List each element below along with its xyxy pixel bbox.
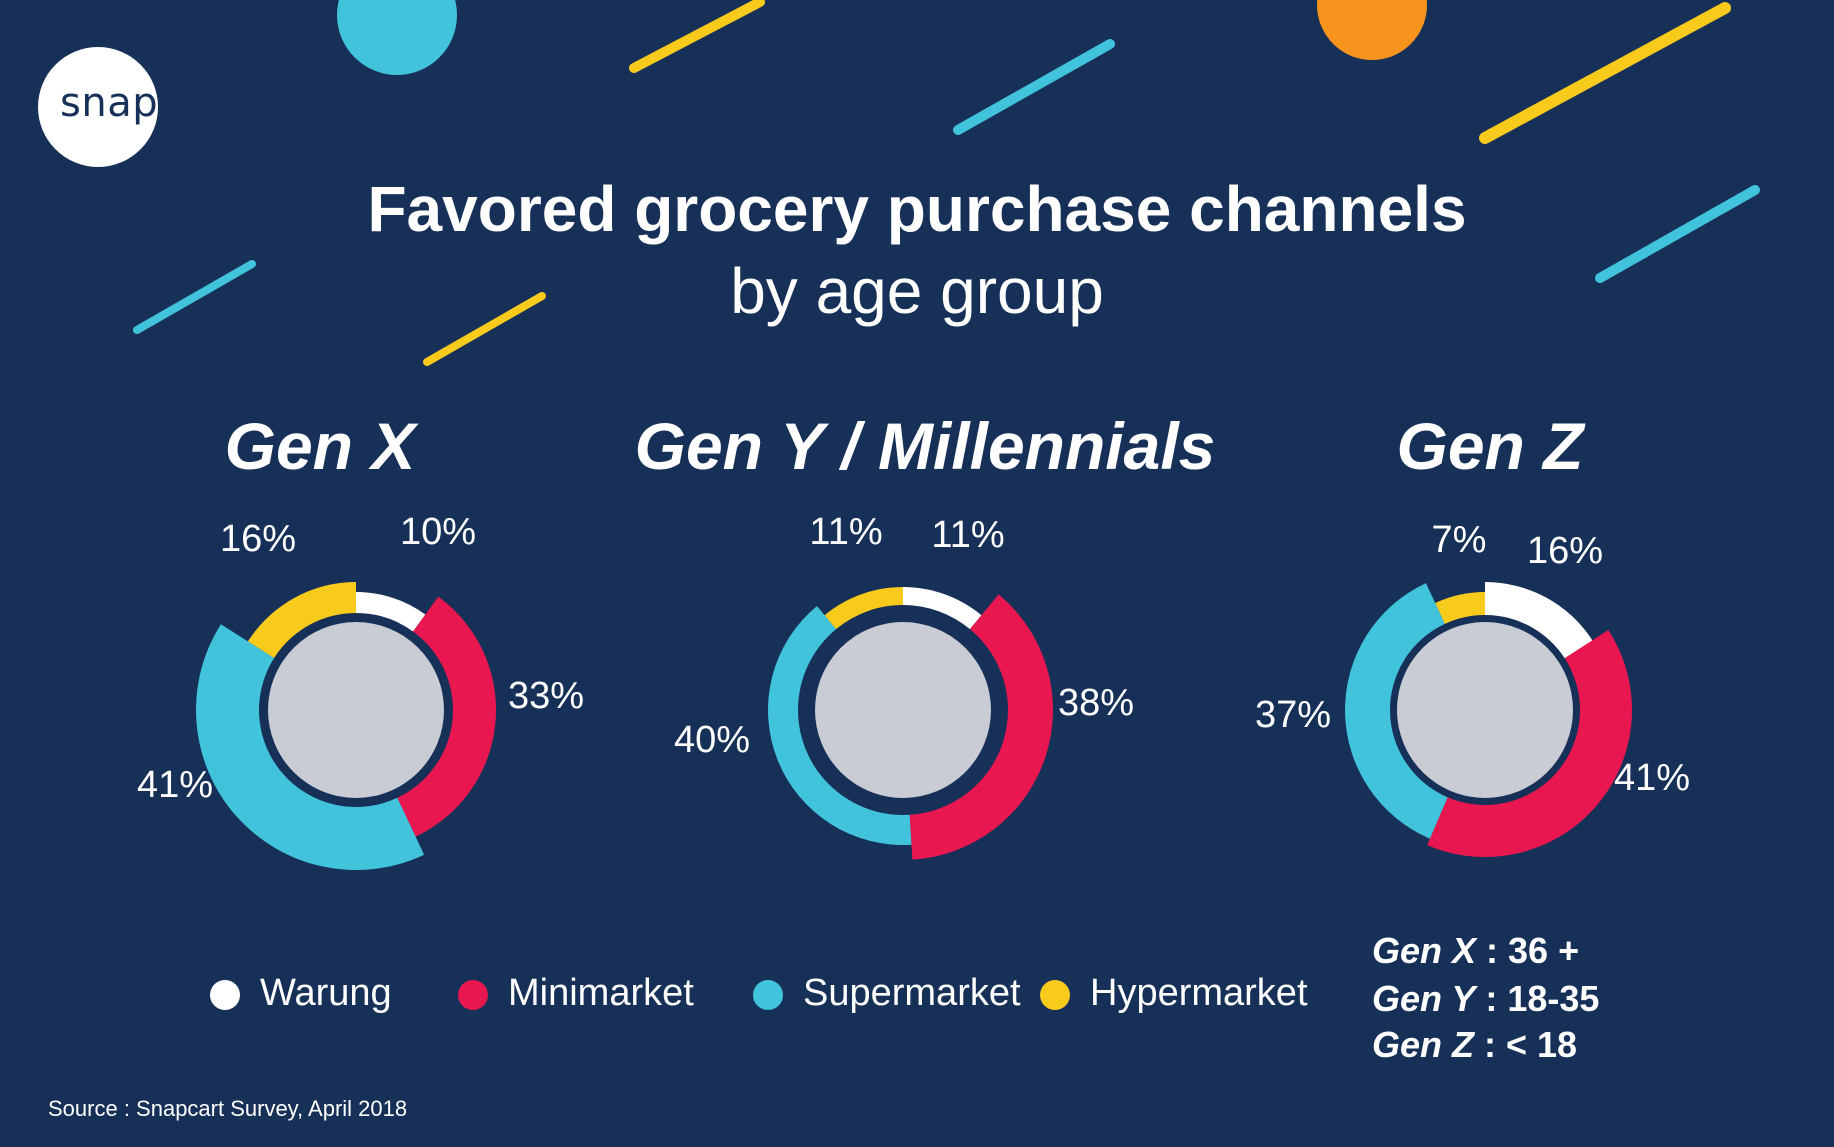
data-label-hypermarket: 7% (1432, 519, 1487, 561)
decor-circle-cyan (337, 0, 457, 75)
gen-y-title: Gen Y / Millennials (634, 409, 1216, 483)
data-label-minimarket: 33% (508, 675, 584, 717)
data-label-supermarket: 40% (674, 719, 750, 761)
age-def-range: : < 18 (1474, 1024, 1578, 1065)
age-def-range: : 18-35 (1475, 978, 1600, 1019)
snapcart-logo (38, 47, 158, 167)
legend-swatch-supermarket (753, 980, 783, 1010)
age-def-gen-label: Gen Y (1372, 978, 1476, 1019)
decor-stroke (133, 260, 256, 334)
data-label-hypermarket: 16% (220, 518, 296, 560)
donut-slice-minimarket (1427, 630, 1632, 857)
decor-circle-orange (1317, 0, 1427, 60)
gen-x-title: Gen X (224, 409, 416, 483)
data-label-minimarket: 41% (1614, 757, 1690, 799)
donut-slice-supermarket (1345, 583, 1448, 839)
data-label-warung: 10% (400, 511, 476, 553)
chart-subtitle: by age group (730, 255, 1104, 327)
donut-slice-minimarket (397, 596, 496, 837)
donut-slice-minimarket (909, 594, 1053, 860)
data-label-supermarket: 37% (1255, 694, 1331, 736)
people-photo (815, 622, 991, 798)
decor-stroke (629, 0, 765, 73)
decor-stroke (423, 292, 546, 366)
donut-slice-supermarket (768, 605, 912, 845)
donut-slice-hypermarket (1435, 592, 1485, 624)
gen-z-title: Gen Z (1396, 409, 1584, 483)
legend-label-supermarket: Supermarket (803, 972, 1021, 1014)
decor-stroke (1595, 185, 1760, 283)
chart-title: Favored grocery purchase channels (367, 173, 1467, 245)
donut-slice-supermarket (195, 624, 425, 871)
logo-text: snapcart (60, 80, 239, 126)
legend-label-minimarket: Minimarket (508, 972, 694, 1014)
data-label-supermarket: 41% (137, 764, 213, 806)
donut-slice-warung (903, 587, 982, 630)
age-def-gen-x: Gen X : 36 + (1372, 930, 1579, 972)
age-def-gen-label: Gen Z (1372, 1024, 1475, 1065)
donut-slice-hypermarket (247, 582, 356, 659)
age-def-range: : 36 + (1476, 930, 1580, 971)
donut-slice-hypermarket (824, 587, 903, 630)
people-photo (268, 622, 444, 798)
donut-slice-warung (356, 592, 426, 632)
age-def-gen-label: Gen X (1372, 930, 1477, 971)
legend-label-warung: Warung (260, 972, 392, 1014)
legend-swatch-hypermarket (1040, 980, 1070, 1010)
decor-stroke (1479, 2, 1731, 144)
legend-swatch-warung (210, 980, 240, 1010)
legend-swatch-minimarket (458, 980, 488, 1010)
data-label-warung: 16% (1527, 530, 1603, 572)
age-def-gen-y: Gen Y : 18-35 (1372, 978, 1599, 1020)
decor-stroke (953, 39, 1115, 135)
people-photo (1397, 622, 1573, 798)
data-label-hypermarket: 11% (809, 511, 882, 553)
legend-label-hypermarket: Hypermarket (1090, 972, 1308, 1014)
age-def-gen-z: Gen Z : < 18 (1372, 1024, 1577, 1066)
donut-slice-warung (1485, 582, 1593, 659)
data-label-warung: 11% (931, 514, 1004, 556)
source-note: Source : Snapcart Survey, April 2018 (48, 1096, 408, 1121)
data-label-minimarket: 38% (1058, 682, 1134, 724)
